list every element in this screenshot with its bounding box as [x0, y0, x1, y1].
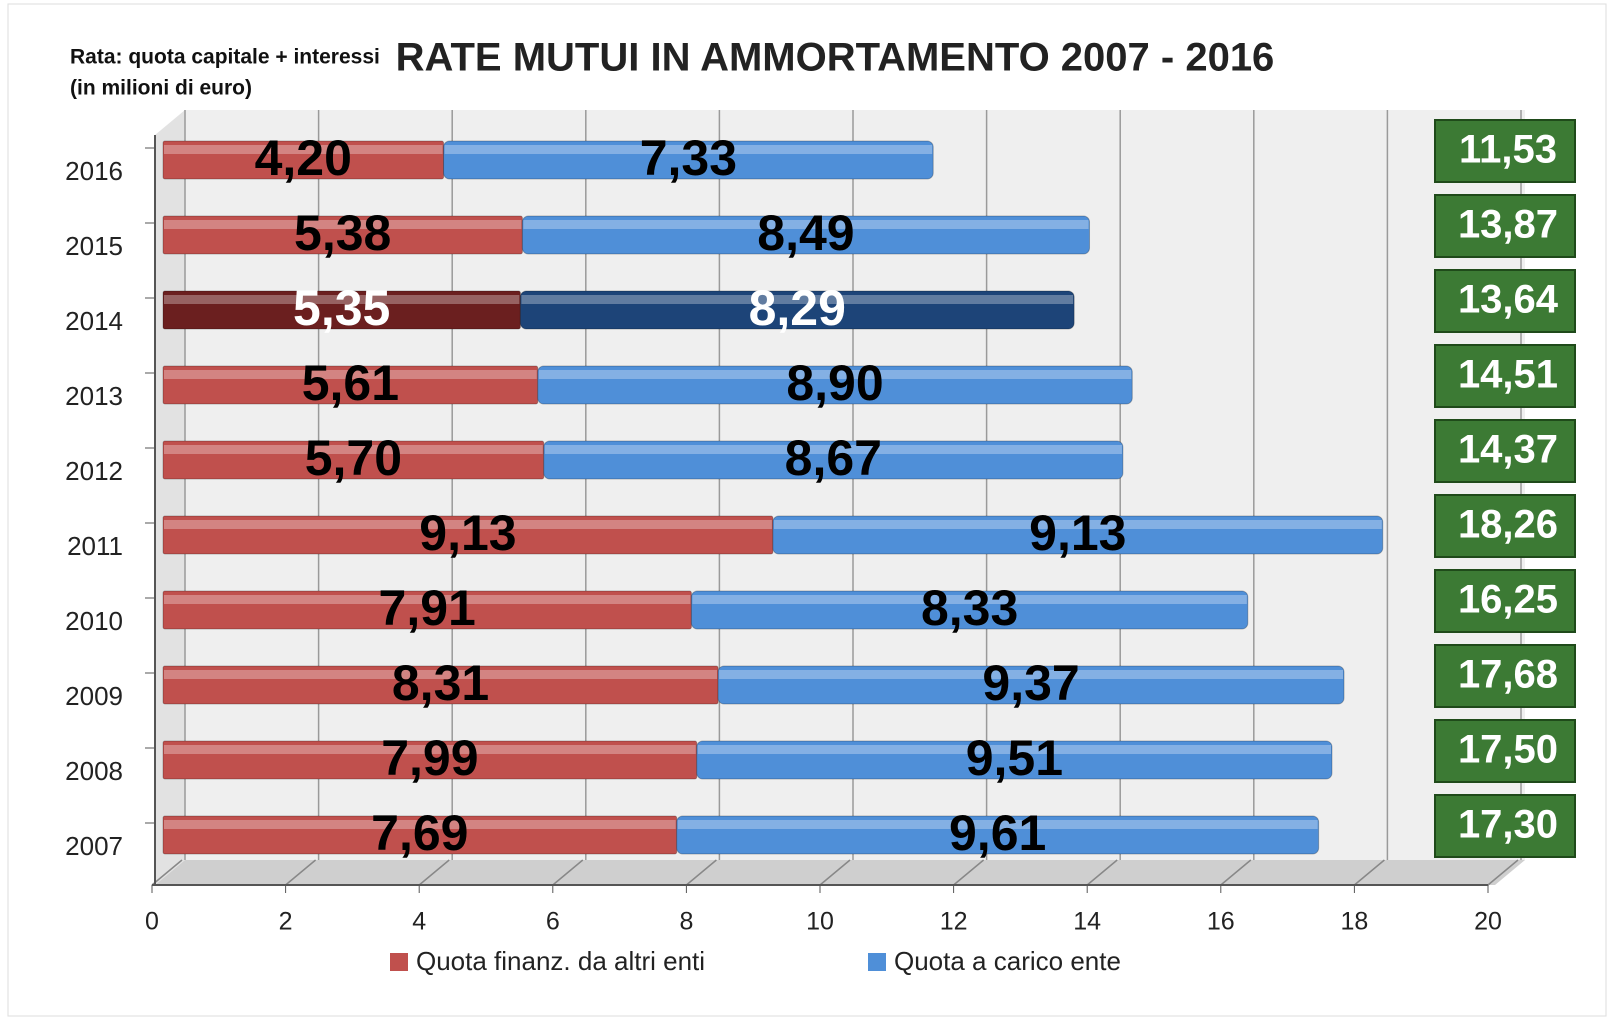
x-tick-label: 8 — [679, 908, 693, 936]
subtitle: Rata: quota capitale + interessi — [70, 46, 380, 69]
total-box — [1434, 494, 1576, 558]
bar — [521, 215, 1091, 255]
legend-label: Quota a carico ente — [894, 946, 1121, 976]
floor — [155, 860, 1525, 885]
total-label: 14,51 — [1458, 353, 1558, 397]
y-tick-label: 2012 — [65, 456, 123, 486]
data-label: 5,38 — [294, 205, 391, 261]
x-tick-label: 6 — [546, 908, 560, 936]
bar — [676, 815, 1320, 855]
total-box — [1434, 794, 1576, 858]
legend-swatch — [868, 953, 886, 971]
x-tick-label: 4 — [412, 908, 426, 936]
bar — [717, 665, 1345, 705]
grid-floor-line — [953, 859, 985, 886]
total-box — [1434, 269, 1576, 333]
x-tick-label: 12 — [940, 908, 968, 936]
grid-floor-line — [1353, 859, 1385, 886]
data-label: 5,35 — [293, 280, 390, 336]
total-box — [1434, 644, 1576, 708]
total-box — [1434, 569, 1576, 633]
data-label: 9,13 — [1029, 505, 1126, 561]
data-label: 8,67 — [785, 430, 882, 486]
data-label: 8,29 — [749, 280, 846, 336]
bar — [537, 365, 1133, 405]
total-label: 17,50 — [1458, 728, 1558, 772]
total-label: 16,25 — [1458, 578, 1558, 622]
data-label: 9,51 — [966, 730, 1063, 786]
data-label: 8,90 — [786, 355, 883, 411]
bar — [519, 290, 1075, 330]
legend-label: Quota finanz. da altri enti — [416, 946, 705, 976]
data-label: 8,33 — [921, 580, 1018, 636]
x-tick-label: 14 — [1073, 908, 1101, 936]
total-box — [1434, 419, 1576, 483]
data-label: 8,31 — [392, 655, 489, 711]
grid-floor-line — [552, 859, 584, 886]
y-tick-label: 2007 — [65, 831, 123, 861]
y-tick-label: 2014 — [65, 306, 123, 336]
grid-floor-line — [285, 859, 317, 886]
grid-floor-line — [819, 859, 851, 886]
data-label: 7,69 — [371, 805, 468, 861]
total-label: 13,64 — [1458, 278, 1559, 322]
y-tick-label: 2010 — [65, 606, 123, 636]
total-label: 18,26 — [1458, 503, 1558, 547]
bar — [772, 515, 1384, 555]
x-tick-label: 0 — [145, 908, 159, 936]
data-label: 7,91 — [379, 580, 476, 636]
total-label: 17,68 — [1458, 653, 1558, 697]
total-box — [1434, 119, 1576, 183]
total-box — [1434, 344, 1576, 408]
data-label: 4,20 — [255, 130, 352, 186]
bar — [543, 440, 1124, 480]
x-tick-label: 20 — [1474, 908, 1502, 936]
bar — [696, 740, 1333, 780]
data-label: 8,49 — [757, 205, 854, 261]
data-label: 7,33 — [640, 130, 737, 186]
subtitle: (in milioni di euro) — [70, 77, 252, 100]
y-tick-label: 2016 — [65, 156, 123, 186]
total-box — [1434, 719, 1576, 783]
x-tick-label: 18 — [1340, 908, 1368, 936]
total-label: 17,30 — [1458, 803, 1558, 847]
data-label: 7,99 — [381, 730, 478, 786]
data-label: 9,37 — [982, 655, 1079, 711]
y-tick-label: 2013 — [65, 381, 123, 411]
x-tick-label: 16 — [1207, 908, 1235, 936]
x-tick-label: 2 — [279, 908, 293, 936]
bar — [690, 590, 1249, 630]
grid-floor-line — [151, 859, 183, 886]
data-label: 9,61 — [949, 805, 1046, 861]
data-label: 5,70 — [305, 430, 402, 486]
total-label: 14,37 — [1458, 428, 1558, 472]
legend-swatch — [390, 953, 408, 971]
x-tick-label: 10 — [806, 908, 834, 936]
grid-floor-line — [1220, 859, 1252, 886]
grid-floor-line — [418, 859, 450, 886]
y-tick-label: 2015 — [65, 231, 123, 261]
total-box — [1434, 194, 1576, 258]
y-tick-label: 2008 — [65, 756, 123, 786]
grid-floor-line — [1086, 859, 1118, 886]
bar — [443, 140, 934, 180]
chart-title: RATE MUTUI IN AMMORTAMENTO 2007 - 2016 — [396, 36, 1275, 80]
grid-floor-line — [685, 859, 717, 886]
y-tick-label: 2011 — [67, 531, 123, 561]
total-label: 11,53 — [1459, 128, 1557, 172]
data-label: 9,13 — [419, 505, 516, 561]
data-label: 5,61 — [302, 355, 399, 411]
grid-floor-line — [1487, 859, 1519, 886]
y-tick-label: 2009 — [65, 681, 123, 711]
total-label: 13,87 — [1458, 203, 1558, 247]
